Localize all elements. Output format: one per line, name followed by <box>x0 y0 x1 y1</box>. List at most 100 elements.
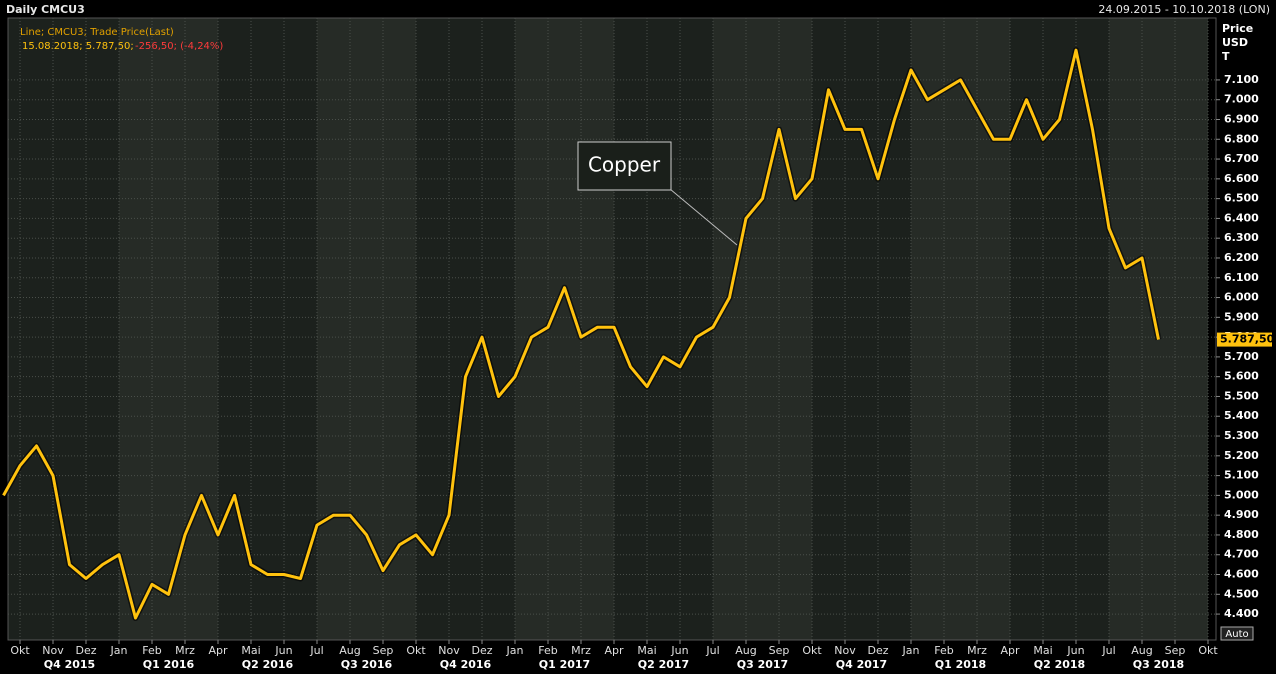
chart-title: Daily CMCU3 <box>6 3 85 16</box>
quarter-label: Q1 2016 <box>143 658 195 671</box>
x-tick-label: Mai <box>241 644 260 657</box>
x-tick-label: Jun <box>274 644 292 657</box>
y-tick-label: 6.300 <box>1224 231 1259 244</box>
y-tick-label: 6.100 <box>1224 271 1259 284</box>
quarter-label: Q4 2015 <box>44 658 95 671</box>
x-tick-label: Sep <box>1165 644 1186 657</box>
y-tick-label: 6.000 <box>1224 291 1259 304</box>
y-tick-label: 5.000 <box>1224 488 1259 501</box>
y-tick-label: 6.400 <box>1224 211 1259 224</box>
x-tick-label: Mrz <box>967 644 987 657</box>
y-tick-label: 6.700 <box>1224 152 1259 165</box>
x-tick-label: Nov <box>438 644 460 657</box>
quarter-band <box>614 18 713 640</box>
quarter-band <box>911 18 1010 640</box>
annotation-leader <box>669 188 738 246</box>
x-tick-label: Jul <box>1101 644 1115 657</box>
y-tick-label: 5.900 <box>1224 310 1259 323</box>
x-tick-label: Dez <box>471 644 492 657</box>
date-range: 24.09.2015 - 10.10.2018 (LON) <box>1098 3 1270 16</box>
y-tick-label: 5.300 <box>1224 429 1259 442</box>
price-line <box>2 48 1160 620</box>
x-tick-label: Jan <box>902 644 920 657</box>
quarter-label: Q3 2017 <box>737 658 788 671</box>
x-tick-label: Mrz <box>571 644 591 657</box>
y-tick-label: 5.600 <box>1224 370 1259 383</box>
x-tick-label: Nov <box>834 644 856 657</box>
legend-last: 15.08.2018; 5.787,50; <box>22 41 134 52</box>
x-tick-label: Apr <box>604 644 624 657</box>
y-tick-label: 4.600 <box>1224 568 1259 581</box>
quarter-label: Q2 2017 <box>638 658 689 671</box>
y-tick-label: 7.000 <box>1224 93 1259 106</box>
quarter-band <box>119 18 218 640</box>
x-tick-label: Dez <box>867 644 888 657</box>
y-tick-label: 4.800 <box>1224 528 1259 541</box>
y-tick-label: 6.600 <box>1224 172 1259 185</box>
legend-title: Line; CMCU3; Trade Price(Last) <box>20 27 174 38</box>
x-tick-label: Sep <box>769 644 790 657</box>
y-tick-label: 4.500 <box>1224 587 1259 600</box>
quarter-label: Q2 2016 <box>242 658 294 671</box>
quarter-label: Q1 2018 <box>935 658 986 671</box>
legend-change: -256,50; (-4,24%) <box>135 41 223 52</box>
y-tick-label: 5.200 <box>1224 449 1259 462</box>
x-tick-label: Apr <box>208 644 228 657</box>
quarter-label: Q3 2018 <box>1133 658 1184 671</box>
quarter-band <box>416 18 515 640</box>
y-tick-label: 7.100 <box>1224 73 1259 86</box>
plot-frame <box>7 17 1217 641</box>
y-tick-label: 6.500 <box>1224 192 1259 205</box>
quarter-band <box>218 18 317 640</box>
x-tick-label: Mrz <box>175 644 195 657</box>
x-tick-label: Okt <box>10 644 30 657</box>
auto-button[interactable] <box>1220 626 1254 641</box>
x-tick-label: Aug <box>735 644 756 657</box>
x-tick-label: Mai <box>637 644 656 657</box>
y-tick-label: 5.100 <box>1224 469 1259 482</box>
x-tick-label: Sep <box>373 644 394 657</box>
quarter-label: Q3 2016 <box>341 658 393 671</box>
x-tick-label: Okt <box>802 644 822 657</box>
x-tick-label: Jan <box>506 644 524 657</box>
x-tick-label: Okt <box>406 644 426 657</box>
x-tick-label: Nov <box>42 644 64 657</box>
x-tick-label: Feb <box>142 644 161 657</box>
y-tick-label: 4.400 <box>1224 607 1259 620</box>
x-tick-label: Aug <box>1131 644 1152 657</box>
last-value-box <box>1217 332 1272 347</box>
quarter-label: Q4 2016 <box>440 658 492 671</box>
x-tick-label: Apr <box>1000 644 1020 657</box>
y-tick-label: 5.500 <box>1224 389 1259 402</box>
quarter-label: Q4 2017 <box>836 658 887 671</box>
y-tick-label: 4.900 <box>1224 508 1259 521</box>
x-tick-label: Aug <box>339 644 360 657</box>
y-tick-label: 5.700 <box>1224 350 1259 363</box>
quarter-label: Q1 2017 <box>539 658 590 671</box>
x-tick-label: Jun <box>1066 644 1084 657</box>
x-tick-label: Feb <box>538 644 557 657</box>
x-tick-label: Jul <box>309 644 323 657</box>
quarter-band <box>713 18 812 640</box>
y-tick-label: 6.200 <box>1224 251 1259 264</box>
annotation-text: Copper <box>588 153 661 177</box>
quarter-label: Q2 2018 <box>1034 658 1085 671</box>
x-tick-label: Mai <box>1033 644 1052 657</box>
axis-title: T <box>1222 50 1230 63</box>
annotation-box <box>577 141 672 191</box>
x-tick-label: Feb <box>934 644 953 657</box>
x-tick-label: Dez <box>75 644 96 657</box>
x-tick-label: Jun <box>670 644 688 657</box>
axis-title: Price <box>1222 22 1253 35</box>
last-value-label: 5.787,50 <box>1220 333 1275 346</box>
y-tick-label: 6.900 <box>1224 112 1259 125</box>
auto-button-label[interactable]: Auto <box>1225 629 1248 640</box>
axis-title: USD <box>1222 36 1248 49</box>
x-tick-label: Jan <box>110 644 128 657</box>
y-tick-label: 5.400 <box>1224 409 1259 422</box>
x-tick-label: Okt <box>1198 644 1218 657</box>
y-tick-label: 4.700 <box>1224 548 1259 561</box>
x-tick-label: Jul <box>705 644 719 657</box>
